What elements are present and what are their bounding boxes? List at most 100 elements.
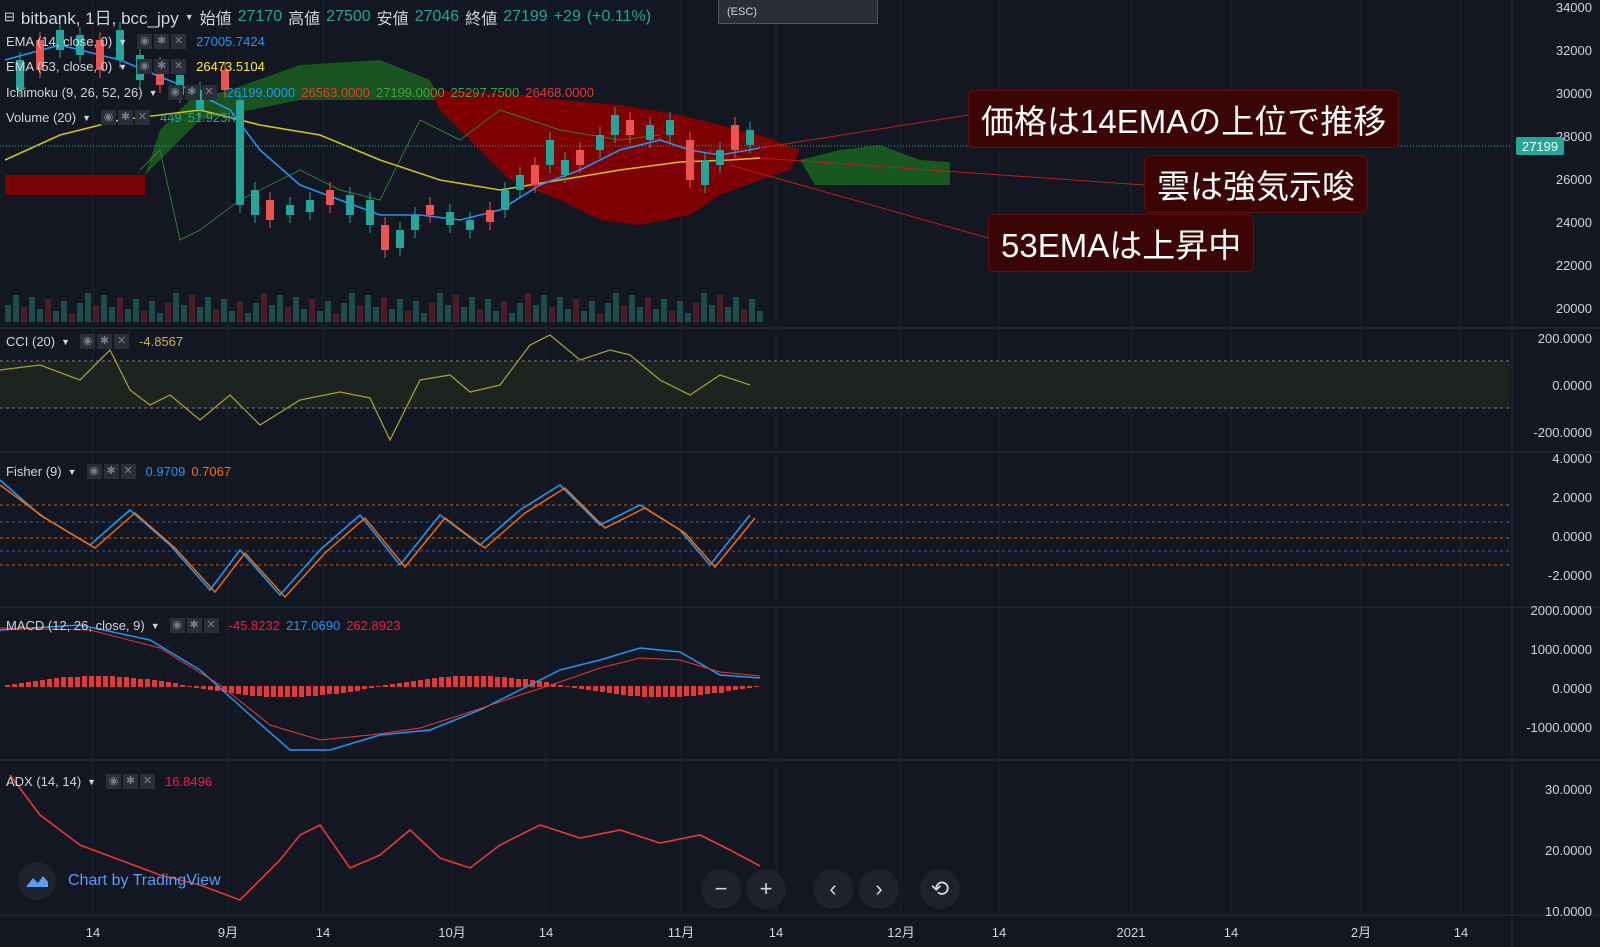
volume-bar — [117, 297, 123, 322]
gear-icon[interactable]: ✱ — [123, 774, 139, 789]
close-icon[interactable]: ✕ — [171, 34, 187, 49]
high-label: 高値 — [288, 10, 321, 28]
ema53-name[interactable]: EMA (53, close, 0) — [6, 59, 113, 74]
candle-body — [96, 40, 104, 70]
volume-bar — [693, 303, 699, 322]
gear-icon[interactable]: ✱ — [154, 59, 170, 74]
eye-icon[interactable]: ◉ — [86, 464, 102, 479]
open-value: 27170 — [237, 7, 283, 25]
chevron-down-icon[interactable]: ▼ — [148, 87, 158, 98]
chevron-down-icon[interactable]: ▼ — [150, 620, 160, 631]
scroll-right-button[interactable]: › — [859, 869, 899, 909]
macd-histogram-bar — [677, 686, 682, 697]
close-icon[interactable]: ✕ — [171, 59, 187, 74]
volume-bar — [637, 307, 643, 322]
chevron-down-icon[interactable]: ▼ — [87, 776, 97, 787]
symbol-title[interactable]: bitbank, 1日, bcc_jpy — [20, 9, 179, 28]
ichimoku-name[interactable]: Ichimoku (9, 26, 52, 26) — [6, 85, 143, 100]
annotation-ema53-rising[interactable]: 53EMAは上昇中 — [988, 214, 1255, 272]
macd-histogram-bar — [649, 686, 654, 697]
gear-icon[interactable]: ✱ — [186, 618, 202, 633]
volume-bar — [653, 309, 659, 322]
ema14-name[interactable]: EMA (14, close, 0) — [6, 34, 113, 49]
macd-histogram-bar — [565, 686, 570, 687]
eye-icon[interactable]: ◉ — [106, 774, 122, 789]
symbol-icon[interactable]: ⊟ — [4, 8, 15, 24]
macd-histogram-bar — [670, 686, 675, 697]
chevron-down-icon[interactable]: ▼ — [67, 466, 77, 477]
gear-icon[interactable]: ✱ — [103, 464, 119, 479]
volume-bar — [525, 293, 531, 322]
eye-icon[interactable]: ◉ — [169, 618, 185, 633]
candle-body — [411, 215, 419, 230]
close-icon[interactable]: ✕ — [114, 334, 130, 349]
change-percent: (+0.11%) — [586, 7, 652, 25]
volume-bar — [501, 301, 507, 322]
cci-name[interactable]: CCI (20) — [6, 334, 56, 349]
annotation-cloud-bullish[interactable]: 雲は強気示唆 — [1144, 155, 1368, 213]
eye-icon[interactable]: ◉ — [167, 85, 183, 100]
macd-histogram-bar — [397, 683, 402, 687]
chevron-down-icon[interactable]: ▼ — [118, 61, 128, 72]
chevron-down-icon[interactable]: ▼ — [82, 112, 92, 123]
adx-tick-label: 10.0000 — [1545, 904, 1592, 919]
annotation-price-above-ema14[interactable]: 価格は14EMAの上位で推移 — [968, 90, 1400, 148]
close-icon[interactable]: ✕ — [203, 618, 219, 633]
volume-bar — [613, 293, 619, 322]
fisher-name[interactable]: Fisher (9) — [6, 464, 62, 479]
candle-body — [326, 190, 334, 205]
volume-bar — [733, 297, 739, 322]
time-axis-label: 2月 — [1351, 925, 1371, 940]
macd-name[interactable]: MACD (12, 26, close, 9) — [6, 618, 145, 633]
candle-body — [646, 125, 654, 140]
fisher-legend: Fisher (9) ▼ ◉ ✱ ✕ 0.9709 0.7067 — [6, 464, 231, 479]
eye-icon[interactable]: ◉ — [137, 59, 153, 74]
gear-icon[interactable]: ✱ — [118, 110, 134, 125]
volume-bar — [37, 309, 43, 322]
close-icon[interactable]: ✕ — [120, 464, 136, 479]
gear-icon[interactable]: ✱ — [97, 334, 113, 349]
macd-histogram-bar — [5, 685, 10, 687]
volume-value: 449 — [160, 110, 182, 125]
close-icon[interactable]: ✕ — [201, 85, 217, 100]
macd-histogram-bar — [313, 686, 318, 696]
macd-histogram-bar — [47, 679, 52, 687]
macd-histogram-bar — [166, 682, 171, 687]
gear-icon[interactable]: ✱ — [184, 85, 200, 100]
macd-histogram-bar — [292, 686, 297, 697]
ichimoku-cloud-bullish — [145, 60, 440, 175]
eye-icon[interactable]: ◉ — [101, 110, 117, 125]
candle-body — [156, 65, 164, 85]
candle-body — [576, 150, 584, 165]
zoom-out-button[interactable]: − — [701, 869, 741, 909]
eye-icon[interactable]: ◉ — [137, 34, 153, 49]
candle-body — [16, 60, 24, 90]
chevron-down-icon[interactable]: ▼ — [61, 336, 71, 347]
chevron-down-icon[interactable]: ▼ — [184, 11, 194, 22]
gear-icon[interactable]: ✱ — [154, 34, 170, 49]
esc-hint[interactable]: (ESC) — [718, 0, 878, 24]
close-icon[interactable]: ✕ — [135, 110, 151, 125]
scroll-left-button[interactable]: ‹ — [813, 869, 853, 909]
tradingview-branding[interactable]: Chart by TradingView — [18, 862, 221, 900]
adx-name[interactable]: ADX (14, 14) — [6, 774, 82, 789]
volume-bar — [541, 295, 547, 322]
volume-name[interactable]: Volume (20) — [6, 110, 77, 125]
macd-histogram-bar — [26, 682, 31, 687]
volume-bar — [285, 307, 291, 322]
eye-icon[interactable]: ◉ — [80, 334, 96, 349]
macd-histogram-bar — [208, 686, 213, 690]
volume-bar — [53, 311, 59, 322]
volume-bar — [133, 299, 139, 322]
zoom-in-button[interactable]: + — [746, 869, 786, 909]
reset-chart-button[interactable]: ⟲ — [920, 869, 960, 909]
macd-histogram-bar — [502, 677, 507, 687]
macd-histogram-bar — [40, 680, 45, 687]
ema53-legend: EMA (53, close, 0) ▼ ◉ ✱ ✕ 26473.5104 — [6, 59, 265, 74]
close-icon[interactable]: ✕ — [140, 774, 156, 789]
branding-label[interactable]: Chart by TradingView — [68, 872, 221, 889]
macd-histogram-bar — [740, 686, 745, 689]
ema53-value: 26473.5104 — [196, 59, 265, 74]
chevron-down-icon[interactable]: ▼ — [118, 36, 128, 47]
